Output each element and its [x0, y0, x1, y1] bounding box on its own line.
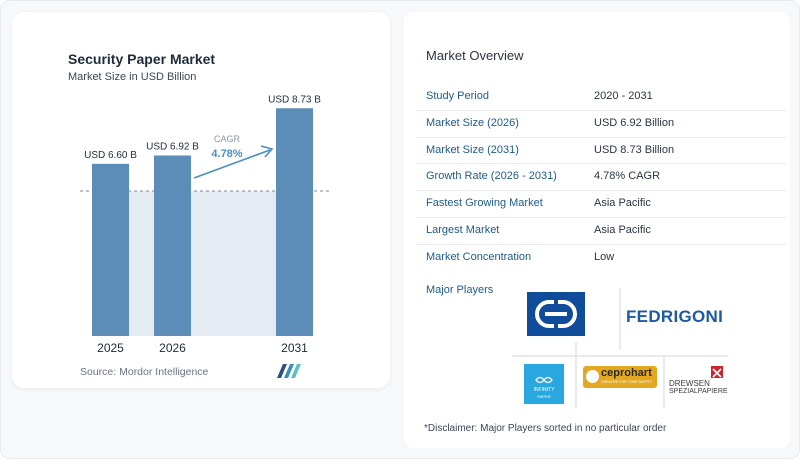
source-note: Source: Mordor Intelligence	[80, 366, 209, 378]
row-value: 4.78% CAGR	[594, 170, 661, 183]
drewsen-logo-text: DREWSEN	[669, 379, 710, 388]
drewsen-logo: DREWSEN SPEZIALPAPIERE	[669, 366, 733, 396]
bar-2026	[154, 155, 191, 336]
row-value: USD 8.73 Billion	[594, 143, 675, 156]
row-key: Growth Rate (2026 - 2031)	[426, 170, 557, 183]
infinity-logo-subtext: PAPER	[537, 394, 551, 399]
overview-row: Fastest Growing Market Asia Pacific	[416, 191, 786, 218]
bar-chart: USD 6.60 B USD 6.92 B USD 8.73 B 2025 2026 2…	[80, 94, 330, 355]
overview-row: Largest Market Asia Pacific	[416, 218, 786, 245]
chart-title: Security Paper Market	[68, 51, 216, 67]
row-value: Low	[594, 250, 615, 263]
cagr-band	[190, 191, 276, 336]
row-key: Study Period	[426, 90, 489, 102]
infinity-logo-text: INFINITY	[533, 387, 555, 393]
overview-row: Market Size (2031) USD 8.73 Billion	[416, 138, 786, 165]
row-value: USD 6.92 Billion	[594, 116, 675, 129]
ceprohart-logo: ceprohart CREATIVE FOR YOUR SAFETY	[583, 366, 657, 388]
giesecke-devrient-logo	[527, 292, 585, 336]
overview-row: Market Size (2026) USD 6.92 Billion	[416, 111, 786, 138]
cagr-arrow-line	[193, 149, 271, 179]
row-key: Largest Market	[426, 223, 500, 236]
row-key: Fastest Growing Market	[426, 197, 543, 210]
overview-row: Market Concentration Low	[416, 245, 786, 272]
disclaimer: *Disclaimer: Major Players sorted in no …	[424, 423, 667, 434]
players-grid-lines	[512, 288, 728, 408]
mordor-intelligence-logo	[277, 364, 303, 383]
row-value: Asia Pacific	[594, 223, 651, 236]
x-tick-label: 2025	[97, 341, 124, 355]
cagr-band-left	[129, 191, 154, 336]
bar-data-label: USD 6.92 B	[146, 141, 199, 152]
fedrigoni-logo: FEDRIGONI	[626, 307, 724, 326]
bar-data-label: USD 8.73 B	[268, 94, 321, 105]
overview-row: Study Period 2020 - 2031	[416, 84, 786, 111]
ceprohart-mark	[586, 370, 599, 383]
cagr-value: 4.78%	[211, 148, 242, 160]
overview-row: Growth Rate (2026 - 2031) 4.78% CAGR	[416, 164, 786, 192]
row-key: Market Size (2026)	[426, 116, 519, 129]
row-value: Asia Pacific	[594, 197, 651, 210]
drewsen-logo-subtext: SPEZIALPAPIERE	[669, 388, 728, 395]
x-tick-label: 2031	[281, 341, 308, 355]
ceprohart-logo-text: ceprohart	[601, 367, 652, 379]
row-key: Market Concentration	[426, 250, 532, 263]
chart-subtitle: Market Size in USD Billion	[68, 71, 197, 83]
infinity-logo: INFINITY PAPER	[524, 364, 564, 404]
overview-table: Study Period 2020 - 2031 Market Size (202…	[416, 84, 786, 272]
cagr-label: CAGR	[214, 134, 241, 144]
bar-2031	[276, 108, 313, 337]
drewsen-mark	[711, 366, 723, 378]
major-players-label: Major Players	[426, 284, 494, 296]
row-key: Market Size (2031)	[426, 143, 519, 156]
cagr-arrow-head	[260, 145, 274, 158]
overview-title: Market Overview	[426, 48, 524, 63]
ceprohart-logo-subtext: CREATIVE FOR YOUR SAFETY	[601, 380, 653, 384]
bar-data-label: USD 6.60 B	[84, 150, 137, 161]
row-value: 2020 - 2031	[594, 90, 653, 102]
x-tick-label: 2026	[159, 341, 186, 355]
bar-2025	[92, 163, 129, 336]
